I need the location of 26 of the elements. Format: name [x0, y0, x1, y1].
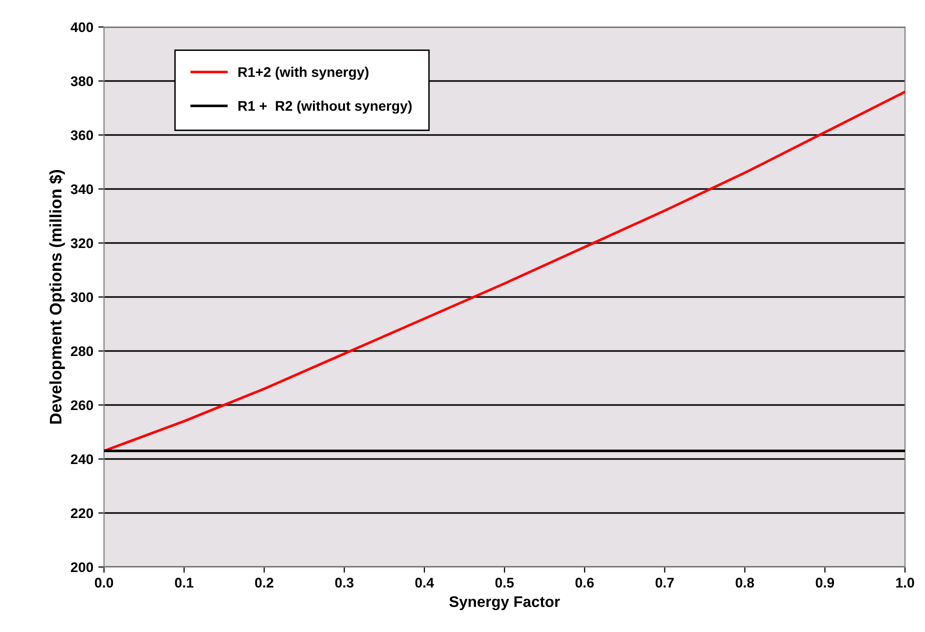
- y-tick-label: 340: [70, 184, 94, 194]
- y-tick-label: 220: [70, 508, 94, 518]
- x-tick-label: 0.0: [94, 578, 114, 588]
- x-tick-label: 0.8: [736, 578, 754, 588]
- y-axis-title: Development Options (million $): [49, 170, 65, 424]
- legend-label: R1+2 (with synergy): [238, 66, 368, 80]
- y-tick-label: 300: [70, 292, 94, 302]
- x-tick-label: 0.6: [575, 578, 594, 588]
- x-tick-label: 0.7: [656, 578, 674, 588]
- y-tick-label: 360: [70, 130, 94, 140]
- x-tick-label: 0.1: [174, 578, 194, 588]
- x-axis-title: Synergy Factor: [449, 596, 560, 610]
- y-tick-label: 260: [70, 400, 94, 410]
- x-tick-label: 0.9: [816, 578, 834, 588]
- x-tick-label: 0.3: [335, 578, 354, 588]
- legend-label: R1 + R2 (without synergy): [238, 100, 412, 114]
- x-tick-label: 0.5: [495, 578, 514, 588]
- x-tick-label: 0.2: [255, 578, 274, 588]
- y-tick-label: 240: [70, 454, 94, 464]
- x-tick-label: 0.4: [415, 578, 434, 588]
- y-tick-label: 380: [70, 76, 94, 86]
- x-tick-label: 1.0: [896, 578, 914, 588]
- y-tick-label: 280: [70, 346, 94, 356]
- y-tick-label: 320: [70, 238, 94, 248]
- y-tick-label: 200: [70, 562, 94, 572]
- y-tick-label: 400: [70, 22, 94, 32]
